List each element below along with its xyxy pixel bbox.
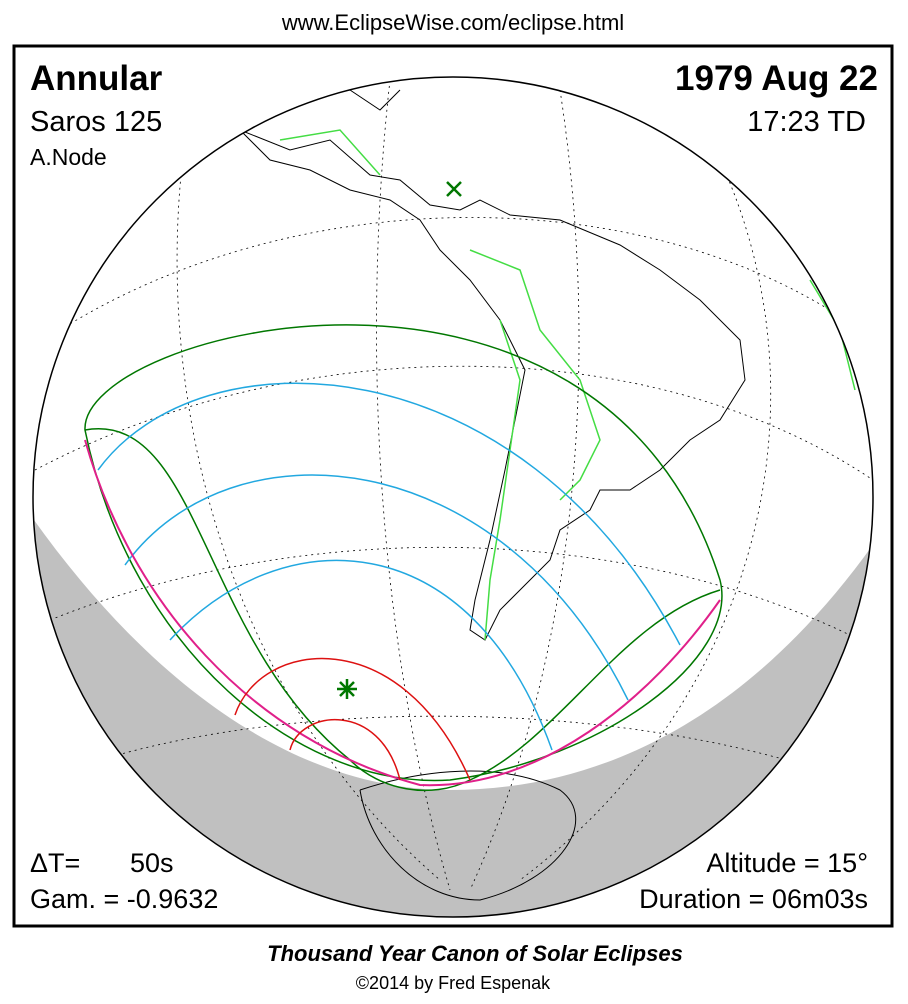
rise-set-curve <box>84 428 721 792</box>
globe <box>33 77 873 917</box>
url: www.EclipseWise.com/eclipse.html <box>281 10 624 35</box>
max-eclipse-curve <box>84 439 721 787</box>
south-america-outline <box>239 129 746 641</box>
greatest-eclipse <box>337 679 357 699</box>
delta-t-label: ΔT= <box>30 848 80 878</box>
graticule <box>34 79 873 891</box>
borders <box>279 129 856 641</box>
night-shade <box>33 500 873 917</box>
subsolar-point <box>446 181 462 197</box>
gamma: Gam. = -0.9632 <box>30 884 218 914</box>
node: A.Node <box>30 144 107 170</box>
duration: Duration = 06m03s <box>639 884 868 914</box>
copyright: ©2014 by Fred Espenak <box>356 973 551 993</box>
magnitude-curves <box>97 382 681 751</box>
globe-day <box>33 77 873 917</box>
saros: Saros 125 <box>30 106 162 138</box>
date: 1979 Aug 22 <box>675 59 878 98</box>
altitude: Altitude = 15° <box>706 848 868 878</box>
delta-t: 50s <box>130 848 174 878</box>
eclipse-type: Annular <box>30 59 163 98</box>
globe-outline <box>32 76 874 918</box>
canon-title: Thousand Year Canon of Solar Eclipses <box>267 941 683 966</box>
annular-path <box>234 657 471 781</box>
penumbra-limit <box>84 324 723 782</box>
time: 17:23 TD <box>747 106 866 138</box>
